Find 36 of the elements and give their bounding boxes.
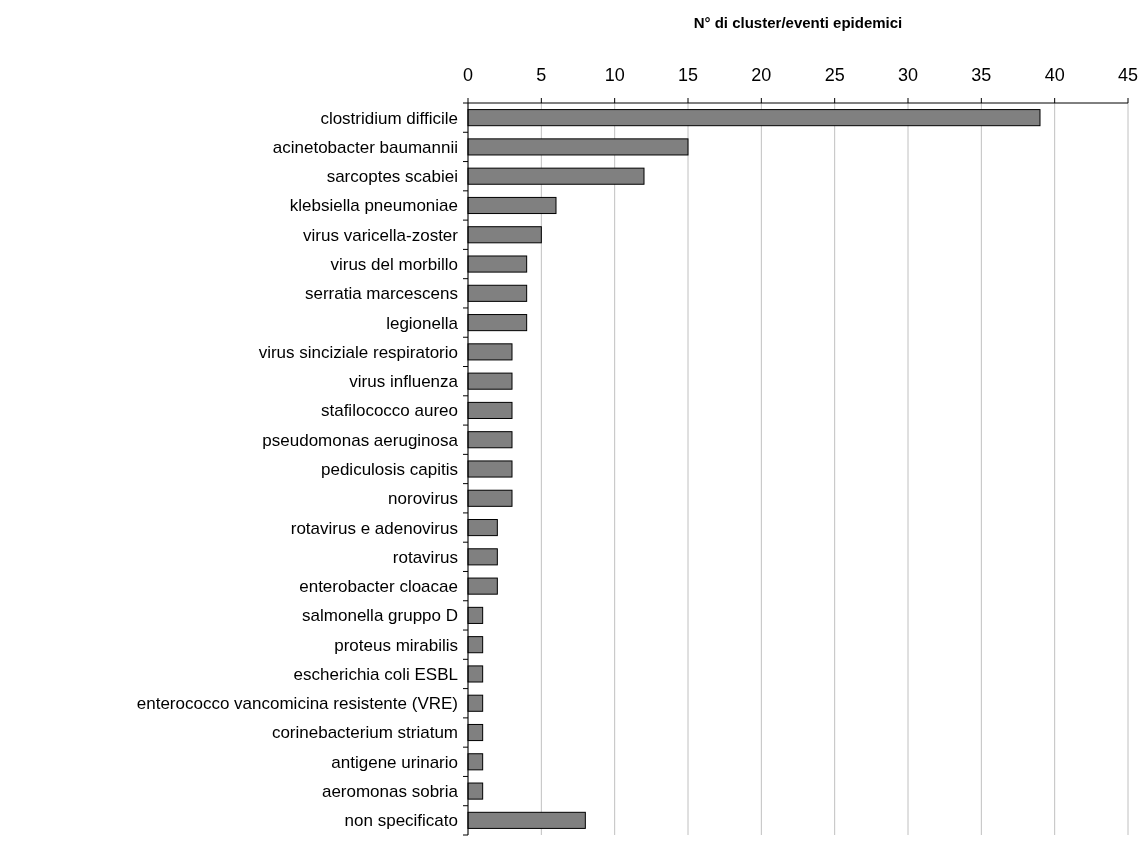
y-tick-label: stafilococco aureo xyxy=(320,401,458,421)
y-tick-label: serratia marcescens xyxy=(304,284,458,304)
y-tick-label: legionella xyxy=(386,313,459,333)
y-tick-label: pseudomonas aeruginosa xyxy=(262,430,459,450)
y-tick-label: antigene urinario xyxy=(331,752,458,772)
x-tick-label: 45 xyxy=(1117,65,1139,85)
y-tick-label: escherichia coli ESBL xyxy=(293,664,458,684)
y-tick-label: aeromonas sobria xyxy=(321,782,459,802)
x-tick-label: 10 xyxy=(604,65,625,85)
y-tick-label: norovirus xyxy=(388,489,458,509)
y-tick-label: rotavirus e adenovirus xyxy=(290,518,458,538)
y-tick-label: salmonella gruppo D xyxy=(302,606,458,626)
x-tick-label: 20 xyxy=(751,65,772,85)
y-tick-label: clostridium difficile xyxy=(320,108,458,128)
x-axis-title: N° di cluster/eventi epidemici xyxy=(693,14,903,31)
y-tick-label: rotavirus xyxy=(392,547,458,567)
x-tick-label: 25 xyxy=(824,65,845,85)
x-tick-label: 30 xyxy=(897,65,919,85)
x-tick-label: 0 xyxy=(462,65,474,85)
y-tick-label: pediculosis capitis xyxy=(320,459,458,479)
y-tick-label: klebsiella pneumoniae xyxy=(289,196,458,216)
y-tick-label: virus varicella-zoster xyxy=(303,225,459,245)
y-tick-label: enterobacter cloacae xyxy=(299,577,458,597)
y-tick-label: sarcoptes scabiei xyxy=(326,167,458,187)
y-tick-label: acinetobacter baumannii xyxy=(272,137,458,157)
y-tick-label: virus influenza xyxy=(349,372,459,392)
y-tick-label: virus del morbillo xyxy=(330,254,458,274)
x-tick-label: 15 xyxy=(677,65,699,85)
x-tick-label: 40 xyxy=(1044,65,1065,85)
y-tick-label: proteus mirabilis xyxy=(334,635,458,655)
y-tick-label: virus sinciziale respiratorio xyxy=(258,342,458,362)
x-tick-label: 35 xyxy=(971,65,992,85)
x-tick-label: 5 xyxy=(536,65,547,85)
y-tick-label: non specificato xyxy=(344,811,458,831)
y-tick-label: corinebacterium striatum xyxy=(271,723,458,743)
y-tick-label: enterococco vancomicina resistente (VRE) xyxy=(136,694,458,714)
